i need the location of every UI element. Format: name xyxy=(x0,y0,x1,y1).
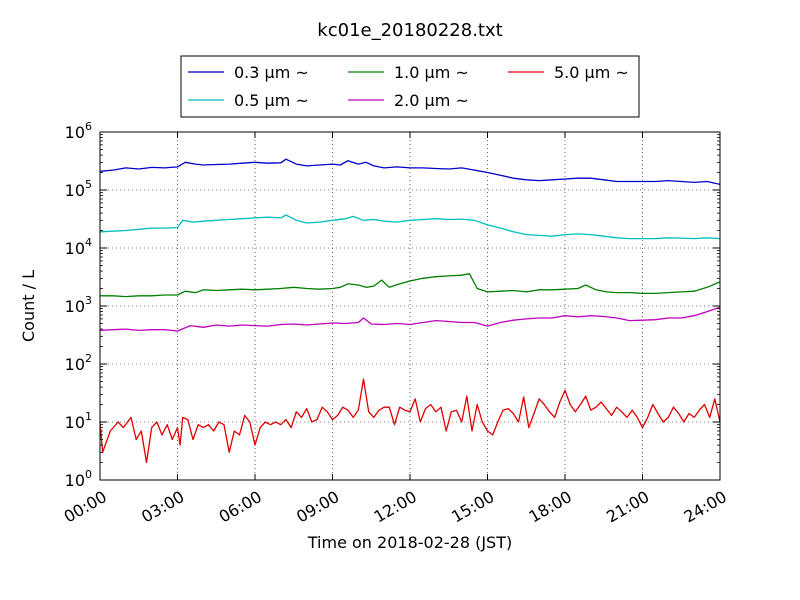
y-tick-label: 105 xyxy=(65,178,92,200)
x-tick-label: 00:00 xyxy=(61,487,110,527)
legend-label: 2.0 μm ~ xyxy=(394,91,469,110)
x-tick-label: 06:00 xyxy=(216,487,265,527)
x-tick-label: 09:00 xyxy=(293,487,342,527)
series-line-0-5-m xyxy=(99,214,721,240)
legend: 0.3 μm ~ 0.5 μm ~ 1.0 μm ~ 2.0 μm ~ 5.0 μm ~ xyxy=(180,55,640,118)
x-tick-label: 24:00 xyxy=(681,487,730,527)
legend-box xyxy=(180,55,640,118)
series-line-0-3-m xyxy=(99,158,721,186)
x-tick-label: 21:00 xyxy=(603,487,652,527)
x-tick-label: 12:00 xyxy=(371,487,420,527)
y-tick-label: 104 xyxy=(65,236,92,258)
y-tick-label: 101 xyxy=(65,410,92,432)
series-layer xyxy=(99,158,721,464)
series-line-5-0-m xyxy=(99,378,721,464)
chart-title: kc01e_20180228.txt xyxy=(317,20,502,41)
x-tick-label: 18:00 xyxy=(526,487,575,527)
legend-label: 1.0 μm ~ xyxy=(394,63,469,82)
legend-label: 0.5 μm ~ xyxy=(234,91,309,110)
grid xyxy=(100,132,720,480)
series-line-1-0-m xyxy=(100,273,721,298)
x-axis-label: Time on 2018-02-28 (JST) xyxy=(307,533,512,552)
y-axis-label: Count / L xyxy=(19,270,38,342)
y-tick-label: 106 xyxy=(65,120,92,142)
x-tick-label: 15:00 xyxy=(448,487,497,527)
x-tick-label: 03:00 xyxy=(138,487,187,527)
y-tick-label: 102 xyxy=(65,352,92,374)
y-tick-label: 103 xyxy=(65,294,92,316)
legend-label: 0.3 μm ~ xyxy=(234,63,309,82)
y-tick-label: 100 xyxy=(65,468,92,490)
series-line-2-0-m xyxy=(99,306,721,332)
legend-label: 5.0 μm ~ xyxy=(554,63,629,82)
